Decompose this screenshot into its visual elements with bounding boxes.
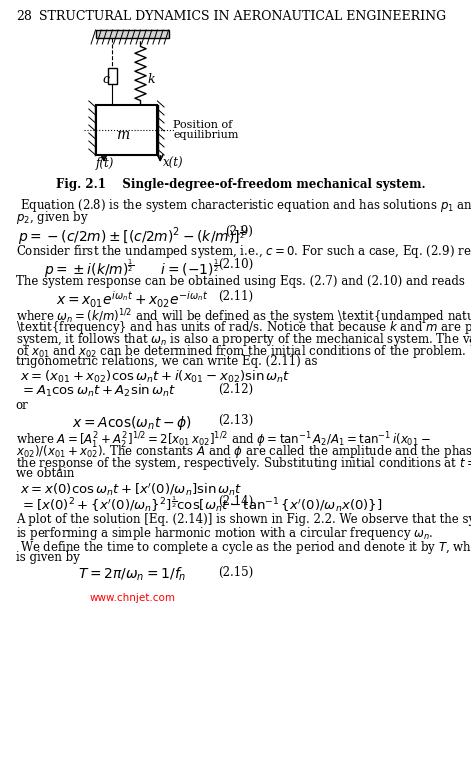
Text: $= [x(0)^2 + \{x^{\prime}(0)/\omega_n\}^2]^{\frac{1}{2}}\cos[\omega_n t - \tan^{: $= [x(0)^2 + \{x^{\prime}(0)/\omega_n\}^… bbox=[20, 495, 382, 514]
Text: www.chnjet.com: www.chnjet.com bbox=[89, 593, 175, 603]
Text: A plot of the solution [Eq. (2.14)] is shown in Fig. 2.2. We observe that the sy: A plot of the solution [Eq. (2.14)] is s… bbox=[16, 513, 471, 526]
Text: STRUCTURAL DYNAMICS IN AERONAUTICAL ENGINEERING: STRUCTURAL DYNAMICS IN AERONAUTICAL ENGI… bbox=[40, 10, 447, 23]
Text: we obtain: we obtain bbox=[16, 467, 74, 480]
Text: $x = A\cos(\omega_n t - \phi)$: $x = A\cos(\omega_n t - \phi)$ bbox=[72, 414, 192, 432]
Text: (2.12): (2.12) bbox=[218, 383, 253, 396]
Text: $T = 2\pi/\omega_n = 1/f_n$: $T = 2\pi/\omega_n = 1/f_n$ bbox=[78, 566, 187, 584]
Text: Equation (2.8) is the system characteristic equation and has solutions $p_1$ and: Equation (2.8) is the system characteris… bbox=[20, 197, 471, 214]
Text: or: or bbox=[16, 399, 28, 412]
Text: m: m bbox=[116, 128, 129, 142]
Text: (2.14): (2.14) bbox=[218, 495, 253, 508]
Text: f(t): f(t) bbox=[96, 157, 114, 170]
Text: of $x_{01}$ and $x_{02}$ can be determined from the initial conditions of the pr: of $x_{01}$ and $x_{02}$ can be determin… bbox=[16, 343, 471, 360]
Text: (2.15): (2.15) bbox=[218, 566, 253, 579]
Text: Position of: Position of bbox=[173, 120, 232, 130]
Text: $p = \pm i(k/m)^{\frac{1}{2}} \qquad i = (-1)^{\frac{1}{2}}$: $p = \pm i(k/m)^{\frac{1}{2}} \qquad i =… bbox=[44, 258, 220, 280]
Text: We define the time to complete a cycle as the period and denote it by $T$, which: We define the time to complete a cycle a… bbox=[20, 539, 471, 556]
Text: the response of the system, respectively. Substituting initial conditions at $t : the response of the system, respectively… bbox=[16, 455, 471, 472]
Text: c: c bbox=[103, 73, 110, 86]
Text: $x = x(0)\cos\omega_n t + [x^{\prime}(0)/\omega_n]\sin\omega_n t$: $x = x(0)\cos\omega_n t + [x^{\prime}(0)… bbox=[20, 481, 243, 497]
Text: system, it follows that $\omega_n$ is also a property of the mechanical system. : system, it follows that $\omega_n$ is al… bbox=[16, 331, 471, 348]
Text: Consider first the undamped system, i.e., $c = 0$. For such a case, Eq. (2.9) re: Consider first the undamped system, i.e.… bbox=[16, 243, 471, 260]
Text: equilibrium: equilibrium bbox=[173, 130, 239, 140]
Text: $p_2$, given by: $p_2$, given by bbox=[16, 209, 89, 226]
Text: (2.9): (2.9) bbox=[225, 225, 253, 238]
Bar bbox=[96, 105, 157, 155]
Text: 28: 28 bbox=[16, 10, 32, 23]
Bar bbox=[108, 68, 117, 84]
Text: Fig. 2.1    Single-degree-of-freedom mechanical system.: Fig. 2.1 Single-degree-of-freedom mechan… bbox=[56, 178, 426, 191]
Text: $x = x_{01}e^{i\omega_n t} + x_{02}e^{-i\omega_n t}$: $x = x_{01}e^{i\omega_n t} + x_{02}e^{-i… bbox=[56, 290, 208, 310]
Text: (2.11): (2.11) bbox=[218, 290, 253, 303]
Text: where $\omega_n = (k/m)^{1/2}$ and will be defined as the system \textit{undampe: where $\omega_n = (k/m)^{1/2}$ and will … bbox=[16, 307, 471, 326]
Text: $= A_1 \cos\omega_n t + A_2 \sin\omega_n t$: $= A_1 \cos\omega_n t + A_2 \sin\omega_n… bbox=[20, 383, 177, 399]
Text: trigonometric relations, we can write Eq. (2.11) as: trigonometric relations, we can write Eq… bbox=[16, 355, 317, 368]
Text: $x = (x_{01} + x_{02})\cos\omega_n t + i(x_{01} - x_{02})\sin\omega_n t$: $x = (x_{01} + x_{02})\cos\omega_n t + i… bbox=[20, 369, 291, 385]
Text: The system response can be obtained using Eqs. (2.7) and (2.10) and reads: The system response can be obtained usin… bbox=[16, 275, 464, 288]
Text: \textit{frequency} and has units of rad/s. Notice that because $k$ and $m$ are p: \textit{frequency} and has units of rad/… bbox=[16, 319, 471, 336]
Text: (2.10): (2.10) bbox=[218, 258, 253, 271]
Text: x(t): x(t) bbox=[163, 157, 184, 170]
Text: k: k bbox=[148, 73, 155, 86]
Text: $x_{02})/(x_{01} + x_{02})$. The constants $A$ and $\phi$ are called the amplitu: $x_{02})/(x_{01} + x_{02})$. The constan… bbox=[16, 443, 471, 460]
Text: (2.13): (2.13) bbox=[218, 414, 253, 427]
Text: is performing a simple harmonic motion with a circular frequency $\omega_n$.: is performing a simple harmonic motion w… bbox=[16, 525, 433, 542]
Bar bbox=[96, 30, 169, 38]
Text: is given by: is given by bbox=[16, 551, 80, 564]
Text: $p = -(c/2m) \pm \left[(c/2m)^2 - (k/m)\right]^{\frac{1}{2}}$: $p = -(c/2m) \pm \left[(c/2m)^2 - (k/m)\… bbox=[18, 225, 246, 247]
Text: where $A = [A_1^2 + A_2^2]^{1/2} = 2[x_{01}\, x_{02}]^{1/2}$ and $\phi = \tan^{-: where $A = [A_1^2 + A_2^2]^{1/2} = 2[x_{… bbox=[16, 431, 430, 451]
